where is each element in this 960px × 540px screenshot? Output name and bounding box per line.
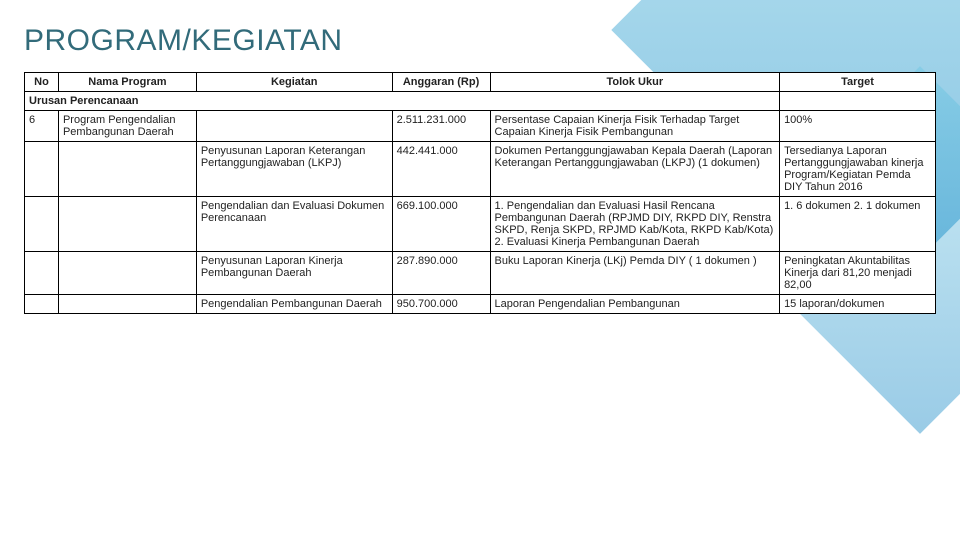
cell-ang: 442.441.000 xyxy=(392,142,490,197)
section-row: Urusan Perencanaan xyxy=(25,92,936,111)
col-target: Target xyxy=(780,73,936,92)
cell-ang: 950.700.000 xyxy=(392,295,490,314)
table-row: Penyusunan Laporan Keterangan Pertanggun… xyxy=(25,142,936,197)
cell-tolok: Persentase Capaian Kinerja Fisik Terhada… xyxy=(490,111,780,142)
table-header: No Nama Program Kegiatan Anggaran (Rp) T… xyxy=(25,73,936,92)
program-table: No Nama Program Kegiatan Anggaran (Rp) T… xyxy=(24,72,936,314)
page-title: PROGRAM/KEGIATAN xyxy=(24,24,940,58)
cell-keg xyxy=(196,111,392,142)
cell-no xyxy=(25,142,59,197)
cell-target: Tersedianya Laporan Pertanggungjawaban k… xyxy=(780,142,936,197)
col-nama-program: Nama Program xyxy=(58,73,196,92)
cell-prog xyxy=(58,295,196,314)
cell-tolok: Laporan Pengendalian Pembangunan xyxy=(490,295,780,314)
cell-no xyxy=(25,295,59,314)
cell-tolok: Buku Laporan Kinerja (LKj) Pemda DIY ( 1… xyxy=(490,252,780,295)
cell-keg: Pengendalian Pembangunan Daerah xyxy=(196,295,392,314)
section-label: Urusan Perencanaan xyxy=(25,92,780,111)
cell-prog xyxy=(58,252,196,295)
cell-tolok: Dokumen Pertanggungjawaban Kepala Daerah… xyxy=(490,142,780,197)
cell-no: 6 xyxy=(25,111,59,142)
cell-ang: 287.890.000 xyxy=(392,252,490,295)
cell-keg: Pengendalian dan Evaluasi Dokumen Perenc… xyxy=(196,197,392,252)
cell-target: 1. 6 dokumen 2. 1 dokumen xyxy=(780,197,936,252)
section-empty xyxy=(780,92,936,111)
table-body: Urusan Perencanaan 6 Program Pengendalia… xyxy=(25,92,936,314)
cell-no xyxy=(25,252,59,295)
cell-ang: 669.100.000 xyxy=(392,197,490,252)
col-tolok-ukur: Tolok Ukur xyxy=(490,73,780,92)
cell-keg: Penyusunan Laporan Kinerja Pembangunan D… xyxy=(196,252,392,295)
table-row: Pengendalian dan Evaluasi Dokumen Perenc… xyxy=(25,197,936,252)
cell-target: Peningkatan Akuntabilitas Kinerja dari 8… xyxy=(780,252,936,295)
col-kegiatan: Kegiatan xyxy=(196,73,392,92)
col-no: No xyxy=(25,73,59,92)
cell-prog xyxy=(58,142,196,197)
cell-target: 15 laporan/dokumen xyxy=(780,295,936,314)
table-row: Penyusunan Laporan Kinerja Pembangunan D… xyxy=(25,252,936,295)
cell-prog: Program Pengendalian Pembangunan Daerah xyxy=(58,111,196,142)
cell-keg: Penyusunan Laporan Keterangan Pertanggun… xyxy=(196,142,392,197)
cell-ang: 2.511.231.000 xyxy=(392,111,490,142)
col-anggaran: Anggaran (Rp) xyxy=(392,73,490,92)
cell-target: 100% xyxy=(780,111,936,142)
cell-no xyxy=(25,197,59,252)
table-row: Pengendalian Pembangunan Daerah 950.700.… xyxy=(25,295,936,314)
cell-prog xyxy=(58,197,196,252)
table-row: 6 Program Pengendalian Pembangunan Daera… xyxy=(25,111,936,142)
cell-tolok: 1. Pengendalian dan Evaluasi Hasil Renca… xyxy=(490,197,780,252)
slide-content: PROGRAM/KEGIATAN No Nama Program Kegiata… xyxy=(0,0,960,314)
